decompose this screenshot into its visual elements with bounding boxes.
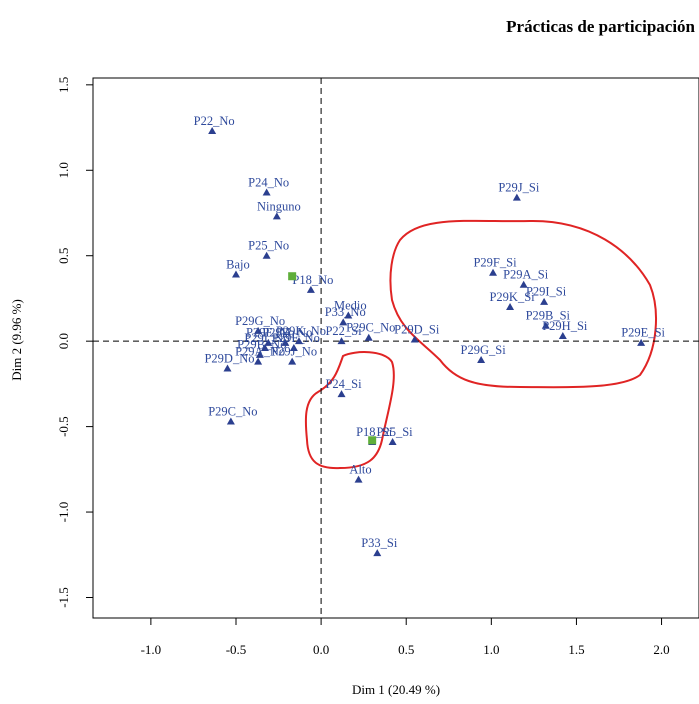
plot-frame — [92, 77, 699, 619]
point — [264, 338, 273, 346]
point — [364, 333, 373, 341]
point-label: P24_No — [248, 175, 289, 189]
point-label: P29D_Si — [394, 322, 440, 336]
cluster-contour — [304, 351, 395, 470]
point-label: Alto — [349, 462, 371, 476]
point-label: P29D_No — [204, 351, 254, 365]
point — [489, 268, 498, 276]
point-label: P29K_No — [276, 324, 326, 338]
point — [519, 280, 528, 288]
point-label: P29H_Si — [542, 319, 588, 333]
point-label: P24_Si — [325, 377, 362, 391]
point-label: P29G_Si — [461, 343, 507, 357]
y-tick-label: 1.0 — [56, 162, 71, 178]
point-label: P29C_No — [208, 404, 257, 418]
point-label: P29A_No — [235, 345, 285, 359]
point — [558, 332, 567, 340]
point — [306, 285, 315, 293]
point — [506, 302, 515, 310]
point-label: P33_Si — [361, 536, 398, 550]
point — [223, 364, 232, 372]
chart-title: Prácticas de participación — [506, 17, 695, 36]
point — [281, 338, 290, 346]
point-label: P29I_No — [244, 331, 289, 345]
point — [254, 326, 263, 334]
point-label: P18_Si — [356, 425, 393, 439]
x-tick-label: 0.5 — [398, 642, 414, 657]
x-tick-label: -1.0 — [141, 642, 162, 657]
point — [272, 212, 281, 220]
point — [288, 357, 297, 365]
point-label: P29E_No — [246, 326, 295, 340]
point — [344, 311, 353, 319]
point — [255, 350, 264, 358]
point — [388, 437, 397, 445]
point-label: P29G_No — [235, 314, 285, 328]
point — [254, 357, 263, 365]
point — [294, 337, 303, 345]
y-tick-label: 0.5 — [56, 248, 71, 264]
point — [512, 193, 521, 201]
x-tick-label: 1.5 — [568, 642, 584, 657]
y-tick-label: -1.0 — [56, 502, 71, 523]
y-tick-label: 0.0 — [56, 333, 71, 349]
point-label: P29B_Si — [526, 309, 571, 323]
point — [208, 126, 217, 134]
point — [260, 344, 269, 351]
point — [337, 390, 346, 398]
point — [339, 318, 348, 326]
point-label: P22_No — [194, 114, 235, 128]
point — [231, 270, 240, 278]
point-label: P29B_No — [237, 338, 286, 352]
x-tick-label: 1.0 — [483, 642, 499, 657]
point-label: P33_No — [325, 305, 366, 319]
y-tick-label: -0.5 — [56, 416, 71, 437]
point — [226, 417, 235, 425]
point — [477, 355, 486, 363]
point-label: P29A_Si — [503, 268, 549, 282]
point — [354, 475, 363, 483]
point-label: Bajo — [226, 257, 250, 271]
point-label: P22_Si — [325, 324, 362, 338]
point-label: Medio — [334, 298, 367, 312]
point-label: P18_No — [292, 273, 333, 287]
y-axis-label: Dim 2 (9.96 %) — [9, 299, 24, 381]
point-label: P29I_Si — [526, 285, 567, 299]
point-label: P29J_Si — [498, 180, 540, 194]
point — [262, 251, 271, 259]
point — [637, 338, 646, 346]
point-label: P29C_No — [346, 321, 395, 335]
point — [289, 344, 298, 351]
point-label: P25_No — [248, 239, 289, 253]
point — [540, 297, 549, 305]
point-label: P29F_Si — [473, 256, 517, 270]
point — [337, 337, 346, 345]
point — [541, 321, 550, 329]
point-label: P29K_Si — [489, 290, 535, 304]
x-tick-label: 0.0 — [313, 642, 329, 657]
cluster-contour — [389, 219, 657, 389]
point-label: P29H_No — [262, 326, 312, 340]
point-label: P29E_Si — [621, 326, 665, 340]
y-tick-label: -1.5 — [56, 587, 71, 608]
point-label: Ninguno — [257, 199, 301, 213]
point-label: P29J_No — [271, 345, 317, 359]
point-label: P29F_No — [272, 331, 320, 345]
point — [288, 272, 297, 281]
x-axis-label: Dim 1 (20.49 %) — [352, 682, 440, 697]
y-tick-label: 1.5 — [56, 77, 71, 93]
point — [368, 436, 377, 445]
point — [373, 549, 382, 557]
point — [262, 188, 271, 196]
x-tick-label: -0.5 — [226, 642, 247, 657]
point-label: P25_Si — [377, 425, 414, 439]
point — [410, 335, 419, 343]
x-tick-label: 2.0 — [653, 642, 669, 657]
